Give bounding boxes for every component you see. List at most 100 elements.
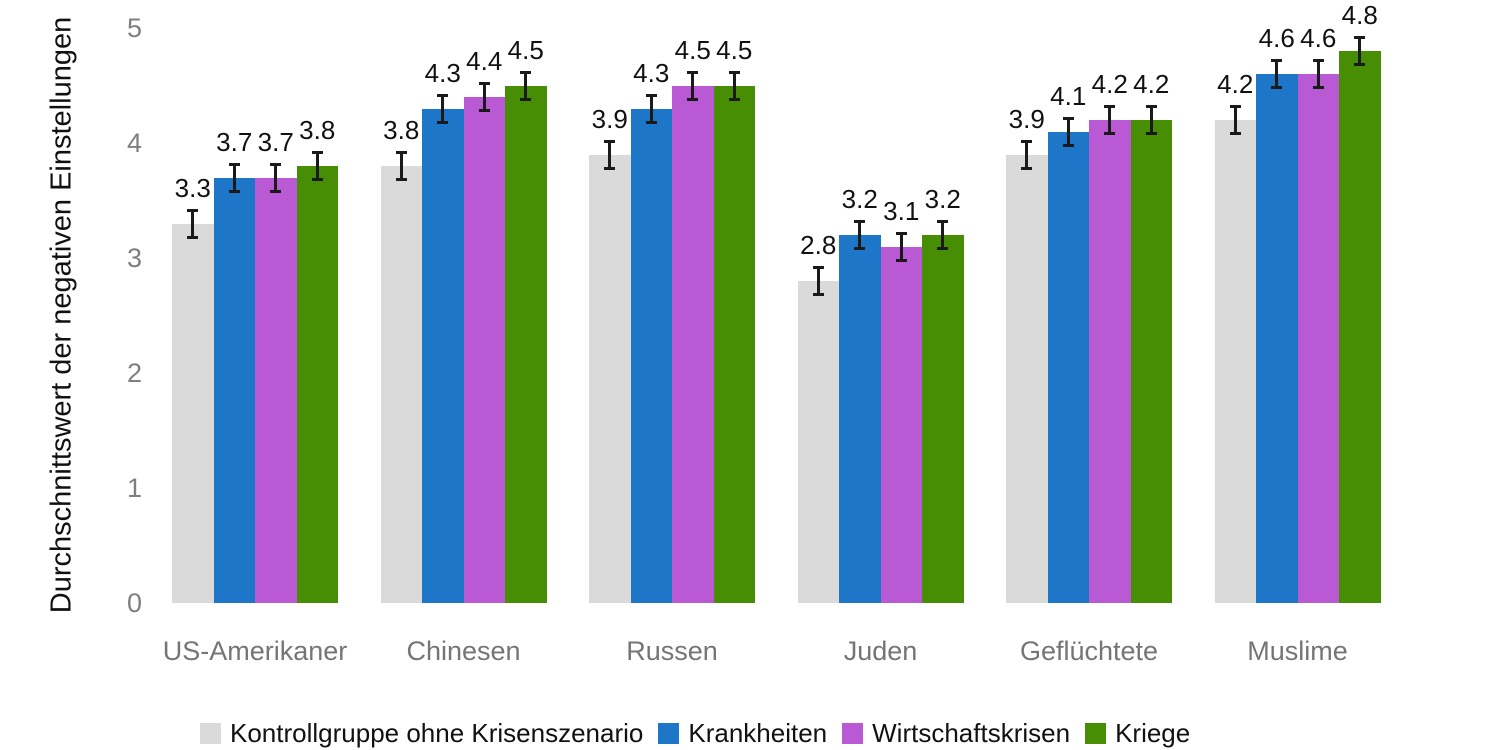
error-bar-cap (1271, 86, 1283, 89)
error-bar-cap (1229, 132, 1241, 135)
bar (1214, 120, 1256, 603)
bar-group: 4.2 4.6 4.6 4.8 (1214, 0, 1381, 603)
error-bar-stem (1316, 59, 1320, 89)
error-bar (895, 231, 907, 262)
legend-label: Krankheiten (688, 718, 828, 748)
y-tick-label: 1 (126, 473, 142, 503)
error-bar (1229, 105, 1241, 135)
bar-group: 3.8 4.3 4.4 4.5 (380, 28, 547, 603)
bar (422, 108, 464, 603)
error-bar (1354, 36, 1366, 66)
bar (380, 166, 422, 603)
error-bar-stem (232, 162, 236, 193)
bar (797, 281, 839, 603)
bar (1089, 120, 1131, 603)
error-bar (1021, 139, 1033, 170)
error-bar (1271, 59, 1283, 89)
error-bar (187, 208, 199, 239)
error-bar-cap (1104, 132, 1116, 135)
value-label: 3.1 (883, 195, 920, 226)
x-tick-label: Russen (626, 636, 718, 666)
error-bar (645, 93, 657, 124)
legend-swatch (200, 722, 221, 744)
error-bar-stem (941, 220, 945, 250)
error-bar-stem (1066, 116, 1070, 147)
error-bar-cap (1312, 86, 1324, 89)
error-bar-stem (1358, 36, 1362, 66)
y-tick-label: 0 (126, 588, 142, 618)
bar (1297, 74, 1339, 603)
bar-group: 2.8 3.2 3.1 3.2 (797, 28, 964, 603)
bar (1130, 120, 1172, 603)
error-bar (520, 70, 532, 101)
error-bar-stem (1149, 105, 1153, 135)
error-bar (1145, 105, 1157, 135)
error-bar-stem (1025, 139, 1029, 170)
value-label: 3.8 (383, 115, 420, 145)
y-tick-label: 2 (126, 358, 142, 388)
error-bar-stem (399, 151, 403, 181)
bar (839, 235, 881, 603)
bar-group: 3.3 3.7 3.7 3.8 (172, 28, 338, 603)
error-bar-cap (311, 178, 323, 181)
x-tick-label: Chinesen (406, 636, 521, 666)
y-tick-label: 3 (126, 243, 142, 273)
error-bar-cap (478, 109, 490, 112)
value-label: 2.8 (800, 230, 837, 260)
error-bar-stem (441, 93, 445, 124)
error-bar-stem (482, 82, 486, 112)
legend: Kontrollgruppe ohne Krisenszenario Krankh… (200, 718, 1205, 748)
error-bar-stem (608, 139, 612, 170)
error-bar (311, 151, 323, 181)
error-bar-stem (816, 266, 820, 296)
error-bar-stem (274, 162, 278, 193)
error-bar (270, 162, 282, 193)
error-bar (1104, 105, 1116, 135)
value-label: 3.7 (257, 126, 294, 157)
bar (213, 177, 255, 603)
value-label: 4.5 (716, 34, 753, 65)
error-bar-cap (395, 178, 407, 181)
bar (1339, 51, 1381, 603)
error-bar-cap (228, 189, 240, 193)
error-bar (854, 220, 866, 250)
bar-group: 3.9 4.1 4.2 4.2 (1006, 28, 1172, 603)
error-bar-cap (1354, 63, 1366, 66)
value-label: 4.3 (633, 57, 670, 88)
error-bar-cap (604, 166, 616, 170)
x-tick-label: Geflüchtete (1019, 636, 1159, 666)
bar (296, 166, 338, 603)
value-label: 3.7 (216, 126, 253, 157)
bar (172, 223, 214, 603)
error-bar-stem (649, 93, 653, 124)
x-tick-label: Juden (843, 636, 918, 666)
value-label: 3.9 (591, 103, 628, 134)
value-label: 3.2 (841, 184, 878, 214)
error-bar-cap (728, 97, 740, 101)
value-label: 3.3 (174, 172, 211, 203)
plot-area: 3.3 3.7 3.7 3.8 3.8 4.3 4.4 4.5 3.9 4.3 4.5 4.5 2.8 3… (172, 0, 1381, 603)
error-bar-stem (899, 231, 903, 262)
error-bar-stem (315, 151, 319, 181)
bar (880, 246, 922, 603)
error-bar-stem (691, 70, 695, 101)
value-label: 4.4 (466, 46, 503, 76)
y-axis-title: Durchschnittswert der negativen Einstell… (45, 16, 78, 614)
error-bar-stem (191, 208, 195, 239)
error-bar-cap (687, 97, 699, 101)
value-label: 4.6 (1300, 23, 1337, 53)
x-tick-label: US-Amerikaner (162, 636, 348, 666)
error-bar-cap (270, 189, 282, 193)
bar (255, 177, 297, 603)
error-bar-cap (937, 247, 949, 250)
legend-label: Kontrollgruppe ohne Krisenszenario (230, 718, 644, 748)
bar (922, 235, 964, 603)
bar (589, 154, 631, 603)
value-label: 4.1 (1050, 80, 1087, 111)
error-bar (728, 70, 740, 101)
error-bar-cap (854, 247, 866, 250)
error-bar-cap (1145, 132, 1157, 135)
value-label: 3.9 (1008, 103, 1045, 134)
bar (1006, 154, 1048, 603)
